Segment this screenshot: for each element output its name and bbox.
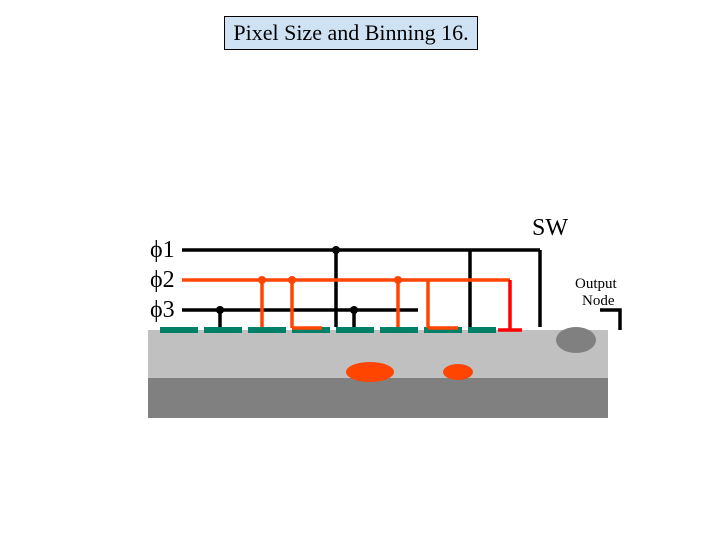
ccd-diagram: [0, 0, 720, 540]
